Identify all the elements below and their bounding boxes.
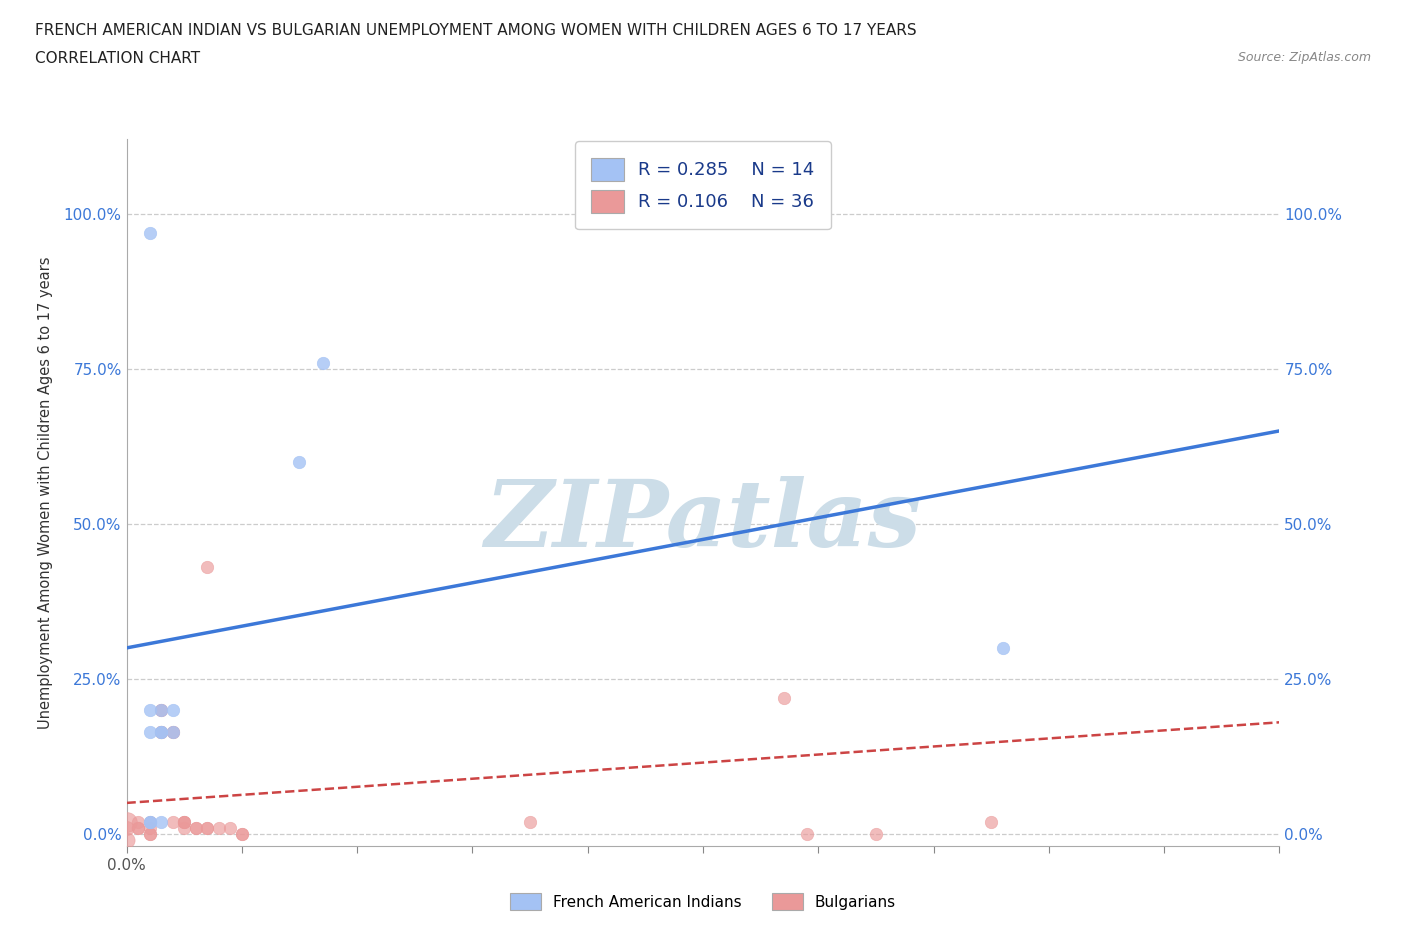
Text: Source: ZipAtlas.com: Source: ZipAtlas.com: [1237, 51, 1371, 64]
Point: [162, 724, 184, 739]
Point: [195, 820, 218, 835]
Point: [991, 641, 1014, 656]
Point: [184, 820, 207, 835]
Point: [980, 814, 1002, 829]
Point: [115, 832, 138, 847]
Point: [231, 827, 253, 842]
Point: [138, 827, 160, 842]
Point: [519, 814, 541, 829]
Point: [231, 827, 253, 842]
Text: CORRELATION CHART: CORRELATION CHART: [35, 51, 200, 66]
Point: [184, 820, 207, 835]
Point: [138, 814, 160, 829]
Point: [162, 724, 184, 739]
Point: [195, 560, 218, 575]
Point: [162, 702, 184, 717]
Point: [138, 814, 160, 829]
Point: [311, 355, 333, 370]
Point: [173, 814, 195, 829]
Y-axis label: Unemployment Among Women with Children Ages 6 to 17 years: Unemployment Among Women with Children A…: [38, 257, 52, 729]
Point: [772, 690, 794, 705]
Point: [138, 225, 160, 240]
Point: [150, 724, 173, 739]
Point: [173, 814, 195, 829]
Point: [138, 820, 160, 835]
Point: [162, 724, 184, 739]
Point: [150, 702, 173, 717]
Point: [219, 820, 242, 835]
Point: [127, 814, 149, 829]
Point: [138, 702, 160, 717]
Text: FRENCH AMERICAN INDIAN VS BULGARIAN UNEMPLOYMENT AMONG WOMEN WITH CHILDREN AGES : FRENCH AMERICAN INDIAN VS BULGARIAN UNEM…: [35, 23, 917, 38]
Point: [115, 814, 138, 829]
Point: [150, 702, 173, 717]
Point: [138, 814, 160, 829]
Point: [162, 814, 184, 829]
Point: [138, 827, 160, 842]
Point: [150, 702, 173, 717]
Point: [150, 814, 173, 829]
Text: ZIPatlas: ZIPatlas: [485, 476, 921, 566]
Point: [865, 827, 887, 842]
Point: [173, 820, 195, 835]
Point: [127, 820, 149, 835]
Legend: French American Indians, Bulgarians: French American Indians, Bulgarians: [503, 886, 903, 916]
Point: [288, 455, 311, 470]
Point: [208, 820, 231, 835]
Point: [150, 724, 173, 739]
Point: [150, 724, 173, 739]
Point: [150, 724, 173, 739]
Point: [173, 814, 195, 829]
Point: [195, 820, 218, 835]
Point: [127, 820, 149, 835]
Point: [138, 724, 160, 739]
Point: [115, 820, 138, 835]
Point: [150, 724, 173, 739]
Point: [796, 827, 818, 842]
